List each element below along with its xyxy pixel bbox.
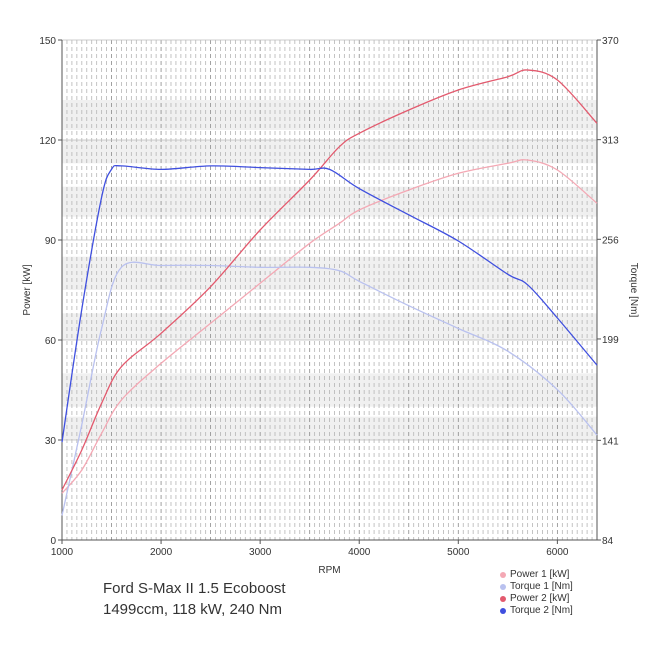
legend-item: Power 1 [kW]	[500, 569, 573, 581]
legend-label: Power 1 [kW]	[510, 569, 570, 580]
y-left-tick-label: 0	[50, 536, 56, 547]
x-tick-label: 1000	[51, 547, 74, 558]
legend-marker	[500, 596, 506, 602]
y-right-tick-label: 199	[602, 335, 619, 346]
legend-label: Torque 2 [Nm]	[510, 605, 573, 616]
legend-marker	[500, 584, 506, 590]
y-right-tick-label: 256	[602, 235, 619, 246]
y-right-tick-label: 313	[602, 136, 619, 147]
x-axis-label: RPM	[318, 565, 340, 576]
legend-label: Power 2 [kW]	[510, 593, 570, 604]
series-line-2	[61, 261, 598, 516]
series-line-4	[61, 164, 598, 443]
legend-item: Torque 1 [Nm]	[500, 581, 573, 593]
legend-label: Torque 1 [Nm]	[510, 581, 573, 592]
legend-item: Torque 2 [Nm]	[500, 605, 573, 617]
x-tick-label: 2000	[150, 547, 173, 558]
y-left-axis-label: Power [kW]	[22, 264, 33, 315]
y-left-tick-label: 120	[39, 136, 56, 147]
x-tick-label: 3000	[249, 547, 272, 558]
y-left-tick-label: 60	[45, 336, 57, 347]
legend-marker	[500, 572, 506, 578]
y-right-tick-label: 141	[602, 436, 619, 447]
vehicle-title: Ford S-Max II 1.5 Ecoboost	[103, 580, 286, 597]
y-left-tick-label: 90	[45, 236, 57, 247]
x-tick-label: 4000	[348, 547, 371, 558]
vehicle-specs: 1499ccm, 118 kW, 240 Nm	[103, 601, 282, 618]
y-right-axis-label: Torque [Nm]	[628, 263, 639, 318]
y-left-tick-label: 150	[39, 36, 56, 47]
series-line-1	[61, 159, 598, 494]
legend: Power 1 [kW] Torque 1 [Nm] Power 2 [kW] …	[500, 569, 573, 617]
legend-marker	[500, 608, 506, 614]
legend-item: Power 2 [kW]	[500, 593, 573, 605]
y-left-tick-label: 30	[45, 436, 57, 447]
x-tick-label: 5000	[447, 547, 470, 558]
x-tick-label: 6000	[546, 547, 569, 558]
y-right-tick-label: 84	[602, 536, 614, 547]
y-right-tick-label: 370	[602, 36, 619, 47]
